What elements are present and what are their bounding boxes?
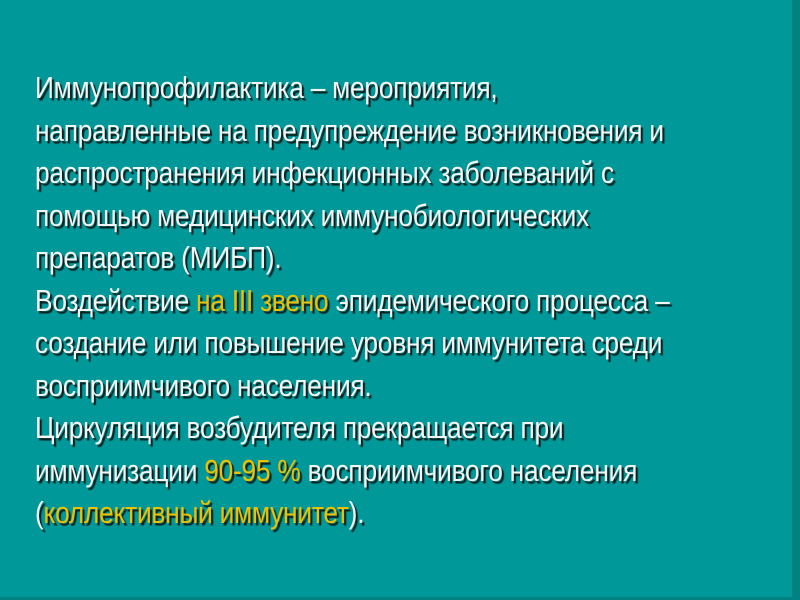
text-run: ). — [348, 495, 365, 530]
text-run: направленные на предупреждение возникнов… — [35, 112, 664, 148]
text-line: Иммунопрофилактика – мероприятия, — [35, 67, 664, 110]
text-run: ( — [35, 495, 44, 530]
text-line: направленные на предупреждение возникнов… — [35, 110, 664, 153]
text-run: иммунизации — [35, 452, 205, 488]
text-run: восприимчивого населения. — [35, 367, 372, 403]
text-run: Иммунопрофилактика – мероприятия, — [35, 70, 498, 105]
text-line: помощью медицинских иммунобиологических — [35, 195, 664, 238]
text-run: помощью медицинских иммунобиологических — [35, 197, 589, 233]
highlighted-text-run: 90-95 % — [204, 452, 301, 488]
text-run: препаратов (МИБП). — [35, 240, 282, 275]
text-run: восприимчивого населения — [300, 452, 638, 488]
text-run: Циркуляция возбудителя прекращается при — [35, 410, 564, 445]
text-line: создание или повышение уровня иммунитета… — [35, 322, 664, 365]
text-run: создание или повышение уровня иммунитета… — [35, 325, 663, 360]
text-line: распространения инфекционных заболеваний… — [35, 152, 664, 195]
text-run: Воздействие — [35, 282, 197, 318]
text-run: распространения инфекционных заболеваний… — [35, 155, 614, 190]
text-line: Циркуляция возбудителя прекращается при — [35, 407, 664, 450]
slide-right-edge — [792, 0, 800, 600]
slide-text-block: Иммунопрофилактика – мероприятия, направл… — [35, 67, 775, 535]
slide-bottom-edge — [0, 597, 800, 600]
text-line: иммунизации 90-95 % восприимчивого насел… — [35, 450, 664, 493]
highlighted-text-run: на III звено — [196, 282, 329, 318]
text-line: восприимчивого населения. — [35, 365, 664, 408]
text-line: (коллективный иммунитет). — [35, 492, 664, 535]
highlighted-text-run: коллективный иммунитет — [43, 495, 349, 530]
text-line: Воздействие на III звено эпидемического … — [35, 280, 670, 323]
text-line: препаратов (МИБП). — [35, 237, 664, 280]
text-run: эпидемического процесса – — [328, 282, 670, 318]
